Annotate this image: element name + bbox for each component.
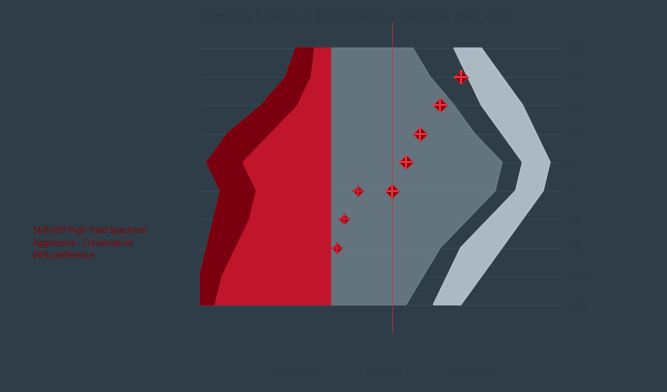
Text: Portfolio Spectrum Performance, Calendar Year 2015: Portfolio Spectrum Performance, Calendar… — [200, 12, 514, 22]
Text: Conservative                    Moderate                    Aggressive: Conservative Moderate Aggressive — [268, 367, 492, 376]
Polygon shape — [434, 48, 550, 305]
Polygon shape — [330, 48, 502, 305]
Text: S&P/ASX High Yield Spectrum
Aggressive - Conservative
60% preference: S&P/ASX High Yield Spectrum Aggressive -… — [33, 226, 147, 260]
Polygon shape — [200, 48, 330, 305]
Polygon shape — [200, 48, 313, 305]
Text: S&P/ASX Spectrum
Growth Multisector
Aggressive - Conservative
Portfolios: S&P/ASX Spectrum Growth Multisector Aggr… — [33, 87, 133, 133]
